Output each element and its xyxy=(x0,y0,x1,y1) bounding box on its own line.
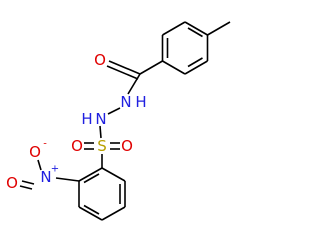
bond-line xyxy=(78,206,103,221)
bond-line xyxy=(184,60,208,75)
bond-line xyxy=(184,21,208,36)
bond-line xyxy=(108,60,141,75)
atom-label: N xyxy=(40,168,51,186)
bond-line xyxy=(162,21,186,36)
bond-line xyxy=(207,21,231,36)
molecule-diagram: O N H H N S O O N + O - O xyxy=(6,21,231,221)
bond-line xyxy=(83,173,100,184)
bond-line xyxy=(106,65,139,80)
atom-label: S xyxy=(97,137,107,155)
bonds xyxy=(19,21,231,221)
atom-label: O xyxy=(6,174,18,192)
bond-line xyxy=(101,167,126,182)
bond-line xyxy=(55,177,80,182)
atom-label: O xyxy=(121,137,133,155)
bond-line xyxy=(127,73,141,95)
bond-line xyxy=(19,185,33,190)
bond-line xyxy=(107,107,121,115)
bond-line xyxy=(187,57,203,68)
bond-line xyxy=(78,167,103,182)
atom-label: O xyxy=(29,143,41,161)
atom-label: H xyxy=(81,110,92,128)
bond-line xyxy=(21,180,35,185)
bond-line xyxy=(162,60,186,75)
bond-line xyxy=(101,206,126,221)
atom-label: N xyxy=(120,93,131,111)
atom-label: O xyxy=(94,51,106,69)
atom-label: N xyxy=(95,110,106,128)
bond-line xyxy=(83,204,100,215)
bond-line xyxy=(139,60,163,75)
charge-label: + xyxy=(51,164,59,175)
charge-label: - xyxy=(43,139,47,150)
bond-line xyxy=(99,125,102,139)
atom-label: O xyxy=(71,137,83,155)
bond-line xyxy=(187,27,203,38)
atom-label: H xyxy=(135,93,146,111)
bond-line xyxy=(37,159,42,171)
